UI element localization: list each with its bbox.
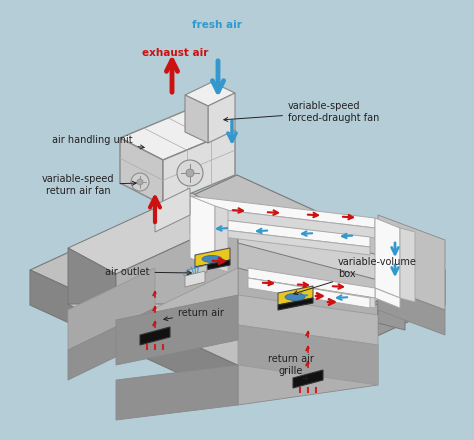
Polygon shape (185, 271, 205, 287)
Polygon shape (185, 95, 208, 143)
Polygon shape (190, 216, 370, 247)
Text: return air
grille: return air grille (268, 354, 314, 379)
Text: return air: return air (164, 308, 224, 321)
Polygon shape (375, 288, 400, 308)
Polygon shape (120, 108, 235, 160)
Polygon shape (116, 295, 238, 365)
Polygon shape (208, 93, 235, 143)
Polygon shape (30, 175, 445, 365)
Polygon shape (378, 255, 405, 330)
Polygon shape (195, 260, 230, 272)
Polygon shape (238, 325, 378, 385)
Text: variable-volume
box: variable-volume box (294, 257, 417, 294)
Circle shape (131, 173, 149, 191)
Polygon shape (278, 286, 313, 305)
Polygon shape (190, 196, 215, 268)
Polygon shape (190, 196, 375, 228)
Ellipse shape (285, 293, 305, 301)
Polygon shape (248, 278, 370, 308)
Polygon shape (238, 345, 378, 405)
Polygon shape (375, 218, 400, 298)
Polygon shape (68, 192, 238, 274)
Polygon shape (116, 218, 238, 330)
Polygon shape (238, 268, 378, 335)
Ellipse shape (202, 256, 222, 263)
Polygon shape (190, 226, 370, 255)
Polygon shape (195, 248, 230, 267)
Polygon shape (400, 228, 415, 302)
Text: variable-speed
return air fan: variable-speed return air fan (42, 174, 136, 196)
Polygon shape (30, 270, 237, 400)
Polygon shape (68, 304, 238, 330)
Polygon shape (278, 298, 313, 310)
Polygon shape (248, 268, 375, 298)
Polygon shape (155, 188, 190, 232)
Polygon shape (155, 268, 238, 335)
Polygon shape (120, 138, 163, 205)
Polygon shape (68, 308, 155, 380)
Polygon shape (378, 215, 445, 310)
Polygon shape (237, 270, 445, 400)
Circle shape (186, 169, 194, 177)
Polygon shape (248, 278, 375, 308)
Polygon shape (238, 295, 378, 345)
Text: air outlet: air outlet (105, 267, 191, 277)
Polygon shape (215, 206, 228, 272)
Circle shape (137, 179, 143, 185)
Polygon shape (185, 82, 235, 106)
Text: fresh air: fresh air (192, 20, 242, 30)
Polygon shape (116, 365, 238, 420)
Polygon shape (187, 265, 207, 277)
Text: exhaust air: exhaust air (142, 48, 209, 58)
Polygon shape (68, 268, 155, 350)
Polygon shape (238, 218, 378, 280)
Polygon shape (190, 206, 375, 238)
Polygon shape (163, 130, 235, 205)
Circle shape (177, 160, 203, 186)
Polygon shape (378, 285, 445, 335)
Polygon shape (68, 248, 116, 330)
Text: variable-speed
forced-draught fan: variable-speed forced-draught fan (224, 101, 379, 123)
Text: air handling unit: air handling unit (52, 135, 144, 149)
Polygon shape (140, 327, 170, 345)
Polygon shape (293, 370, 323, 388)
